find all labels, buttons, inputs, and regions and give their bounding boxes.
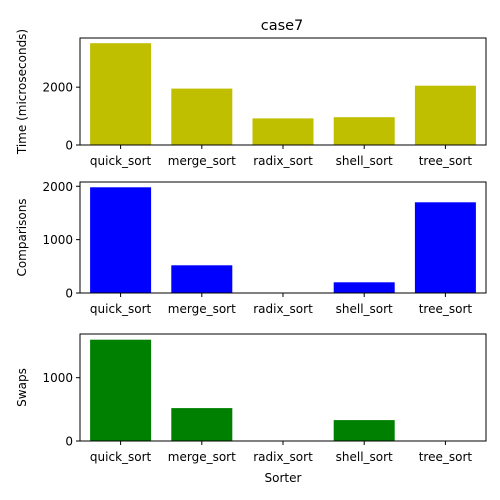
bar-merge_sort [171,265,233,294]
y-axis-label: Swaps [15,368,29,407]
chart-title: case7 [261,18,304,34]
x-tick-label: quick_sort [90,154,152,168]
bar-merge_sort [171,88,233,145]
x-tick-label: tree_sort [419,154,473,168]
y-axis-label: Time (microseconds) [15,29,29,155]
y-tick-label: 0 [65,139,73,153]
bar-tree_sort [414,202,476,293]
bar-shell_sort [333,420,395,441]
x-axis-label: Sorter [265,471,302,485]
y-tick-label: 0 [65,435,73,449]
x-tick-label: tree_sort [419,302,473,316]
y-tick-label: 0 [65,287,73,301]
x-tick-label: radix_sort [253,154,313,168]
bar-radix_sort [252,118,314,145]
y-axis-label: Comparisons [15,198,29,276]
bar-quick_sort [90,339,152,441]
x-tick-label: radix_sort [253,450,313,464]
x-tick-label: shell_sort [336,154,393,168]
x-tick-label: merge_sort [168,154,236,168]
x-tick-label: tree_sort [419,450,473,464]
x-tick-label: quick_sort [90,450,152,464]
bar-shell_sort [333,282,395,293]
x-tick-label: shell_sort [336,302,393,316]
bar-quick_sort [90,187,152,293]
x-tick-label: merge_sort [168,450,236,464]
bar-tree_sort [414,85,476,145]
x-tick-label: merge_sort [168,302,236,316]
y-tick-label: 1000 [42,233,73,247]
y-tick-label: 2000 [42,81,73,95]
y-tick-label: 2000 [42,180,73,194]
bar-merge_sort [171,408,233,441]
bar-shell_sort [333,117,395,145]
x-tick-label: quick_sort [90,302,152,316]
x-tick-label: radix_sort [253,302,313,316]
bar-quick_sort [90,43,152,146]
x-tick-label: shell_sort [336,450,393,464]
y-tick-label: 1000 [42,371,73,385]
